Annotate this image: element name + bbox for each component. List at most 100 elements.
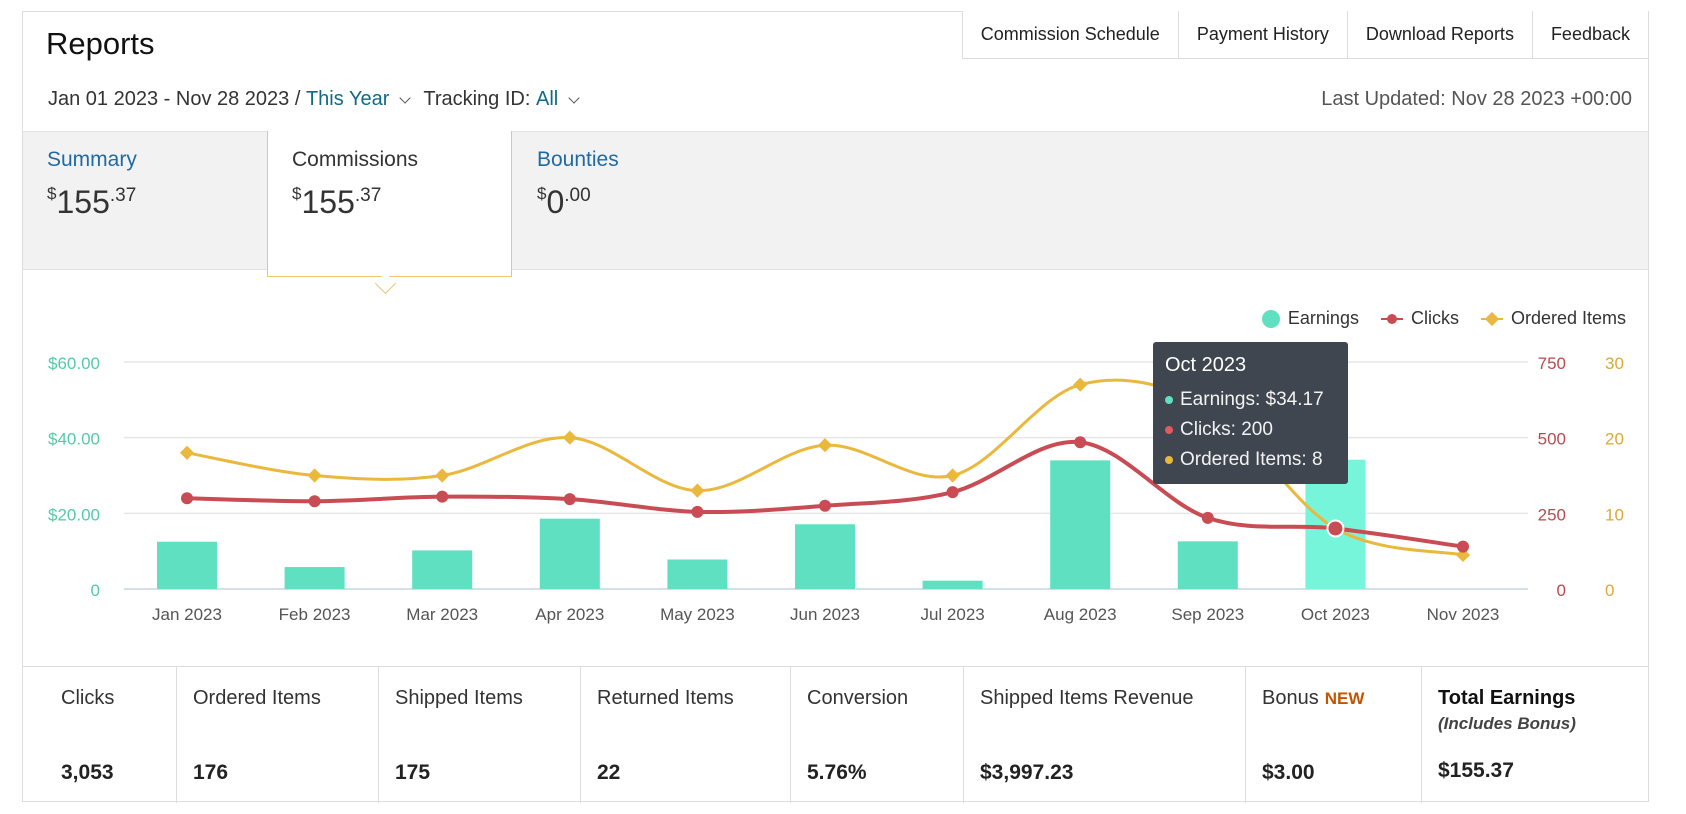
earnings-bar [795,524,855,589]
stat-total-earnings: Total Earnings (Includes Bonus) $155.37 [1422,667,1648,803]
chevron-down-icon[interactable] [568,91,580,104]
left-axis-tick-label: $40.00 [48,430,100,449]
clicks-point [946,486,959,499]
tab-summary-label: Summary [47,148,137,171]
clicks-point [181,492,193,505]
ordered-items-point [562,430,577,445]
stat-shipped-items: Shipped Items 175 [379,667,581,803]
stat-conversion-value: 5.76% [807,761,867,784]
clicks-point [436,490,449,503]
earnings-bar [412,550,473,589]
earnings-chart[interactable]: 0 0 0 $20.00 250 10 $40.00 500 20 $60.00 750 30 Jan … [0,330,1686,630]
x-axis-tick-label: Oct 2023 [1301,605,1370,624]
clicks-point [1201,511,1214,524]
clicks-point [1074,436,1087,449]
stats-row: Clicks 3,053 Ordered Items 176 Shipped I… [23,666,1648,803]
ordered-items-line-icon [1480,311,1503,326]
tooltip-clicks-row: Clicks: 200 [1165,415,1336,445]
stat-conversion: Conversion 5.76% [791,667,964,803]
right-axis-ordered-tick-label: 20 [1605,430,1624,449]
legend-ordered-items[interactable]: Ordered Items [1480,308,1626,329]
x-axis-tick-label: Jul 2023 [920,605,984,624]
earnings-bar [1177,541,1238,589]
clicks-point [308,495,321,508]
right-axis-clicks-tick-label: 0 [1557,581,1566,600]
stat-total-label: Total Earnings [1438,687,1576,709]
commissions-amount: $155.37 [292,184,382,220]
clicks-point [1457,540,1469,553]
stat-clicks: Clicks 3,053 [23,667,177,803]
left-axis-tick-label: $60.00 [48,354,100,373]
x-axis-tick-label: Apr 2023 [535,605,604,624]
earnings-bar [539,518,600,589]
earnings-bar [667,559,728,589]
stat-ordered-value: 176 [193,761,229,784]
x-axis-tick-label: Aug 2023 [1044,605,1117,624]
clicks-point [691,505,704,518]
stat-returned-label: Returned Items [597,687,734,709]
x-axis-tick-label: Nov 2023 [1427,605,1500,624]
ordered-items-point [1073,377,1088,392]
new-badge: NEW [1324,689,1365,708]
right-axis-ordered-tick-label: 10 [1605,505,1624,524]
ordered-items-point [435,468,450,483]
tab-bounties[interactable]: Bounties $0.00 [513,131,758,268]
right-axis-ordered-tick-label: 0 [1605,581,1614,600]
download-reports-tab[interactable]: Download Reports [1346,11,1533,59]
earnings-bar [1050,460,1111,589]
ordered-items-point [307,468,322,483]
report-tabs: Commission Schedule Payment History Down… [961,11,1649,59]
stat-returned-items: Returned Items 22 [581,667,791,803]
stat-bonus-label: Bonus NEW [1262,687,1365,709]
x-axis-tick-label: Feb 2023 [279,605,351,624]
right-axis-clicks-tick-label: 250 [1538,505,1566,524]
payment-history-tab[interactable]: Payment History [1177,11,1348,59]
legend-earnings-label: Earnings [1287,308,1359,328]
tab-bounties-label: Bounties [537,148,619,171]
clicks-point [563,493,576,506]
stat-clicks-label: Clicks [61,687,115,709]
x-axis-tick-label: Sep 2023 [1171,605,1244,624]
tooltip-ordered-row: Ordered Items: 8 [1165,445,1336,475]
stat-ordered-label: Ordered Items [193,687,321,709]
commission-schedule-tab[interactable]: Commission Schedule [961,11,1179,59]
last-updated: Last Updated: Nov 28 2023 +00:00 [1321,88,1632,110]
clicks-point [1326,519,1345,538]
x-axis-tick-label: May 2023 [660,605,735,624]
stat-shipped-revenue: Shipped Items Revenue $3,997.23 [964,667,1246,803]
stat-shipped-value: 175 [395,761,431,784]
chart-legend: Earnings Clicks Ordered Items [1240,308,1626,329]
legend-ordered-label: Ordered Items [1510,308,1626,328]
right-axis-ordered-tick-label: 30 [1605,354,1624,373]
ordered-items-point [690,483,705,498]
earnings-bar [922,580,983,589]
stat-returned-value: 22 [597,761,621,784]
x-axis-tick-label: Jan 2023 [152,605,222,624]
tracking-id-dropdown[interactable]: All [535,88,559,110]
legend-earnings[interactable]: Earnings [1261,308,1359,329]
stat-revenue-value: $3,997.23 [980,761,1074,784]
tracking-id-label: Tracking ID: [423,88,531,110]
ordered-items-point [179,445,195,460]
date-preset-dropdown[interactable]: This Year [305,88,390,110]
legend-clicks[interactable]: Clicks [1380,308,1459,329]
right-axis-clicks-tick-label: 750 [1538,354,1566,373]
left-axis-tick-label: $20.00 [48,505,100,524]
stat-bonus-value: $3.00 [1262,761,1315,784]
bounties-amount: $0.00 [537,184,591,220]
stat-clicks-value: 3,053 [61,761,114,784]
chevron-down-icon[interactable] [399,91,412,104]
date-range-text: Jan 01 2023 - Nov 28 2023 / [48,88,301,110]
stat-total-sub: (Includes Bonus) [1438,714,1576,733]
tooltip-earnings-row: Earnings: $34.17 [1165,385,1336,415]
x-axis-tick-label: Jun 2023 [790,605,860,624]
tooltip-title: Oct 2023 [1165,354,1247,376]
summary-amount: $155.37 [47,184,137,220]
chart-tooltip: Oct 2023 Earnings: $34.17 Clicks: 200 Or… [1153,342,1348,484]
tab-commissions[interactable]: Commissions $155.37 [267,131,512,277]
feedback-tab[interactable]: Feedback [1531,11,1649,59]
left-axis-tick-label: 0 [91,581,100,600]
tab-summary[interactable]: Summary $155.37 [23,131,268,268]
stat-ordered-items: Ordered Items 176 [177,667,379,803]
right-axis-clicks-tick-label: 500 [1538,430,1566,449]
